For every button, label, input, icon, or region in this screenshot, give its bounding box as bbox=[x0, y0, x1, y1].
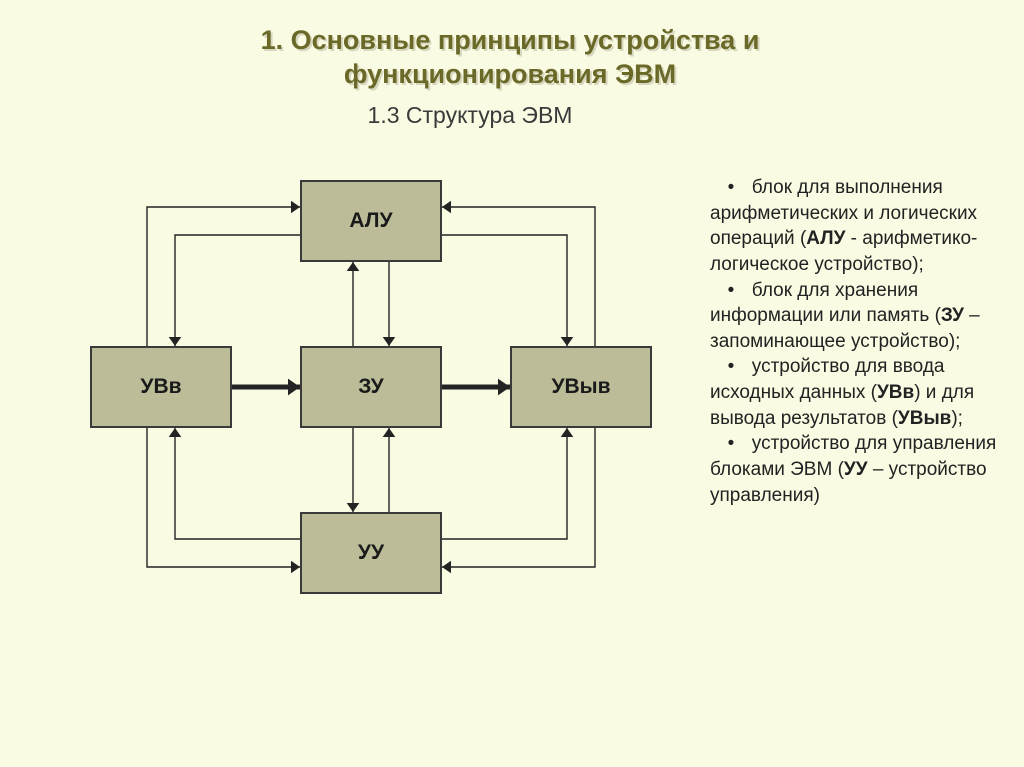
description-item: устройство для управления блоками ЭВМ (У… bbox=[710, 431, 1000, 508]
node-uvyv: УВыв bbox=[510, 346, 652, 428]
node-label-uvyv: УВыв bbox=[551, 375, 610, 399]
node-alu: АЛУ bbox=[300, 180, 442, 262]
description-item: устройство для ввода исходных данных (УВ… bbox=[710, 354, 1000, 431]
page-title: 1. Основные принципы устройства и функцио… bbox=[180, 24, 840, 92]
node-uu: УУ bbox=[300, 512, 442, 594]
description-item: блок для хранения информации или память … bbox=[710, 278, 1000, 355]
node-label-alu: АЛУ bbox=[349, 209, 392, 233]
description-list: блок для выполнения арифметических и лог… bbox=[710, 175, 1000, 508]
node-label-uvv: УВв bbox=[140, 375, 181, 399]
node-label-zu: ЗУ bbox=[358, 375, 383, 399]
node-uvv: УВв bbox=[90, 346, 232, 428]
node-label-uu: УУ bbox=[358, 541, 384, 565]
title-line-1: 1. Основные принципы устройства и bbox=[261, 25, 760, 55]
page-subtitle: 1.3 Структура ЭВМ bbox=[260, 102, 680, 129]
title-line-2: функционирования ЭВМ bbox=[344, 59, 676, 89]
description-item: блок для выполнения арифметических и лог… bbox=[710, 175, 1000, 278]
node-zu: ЗУ bbox=[300, 346, 442, 428]
